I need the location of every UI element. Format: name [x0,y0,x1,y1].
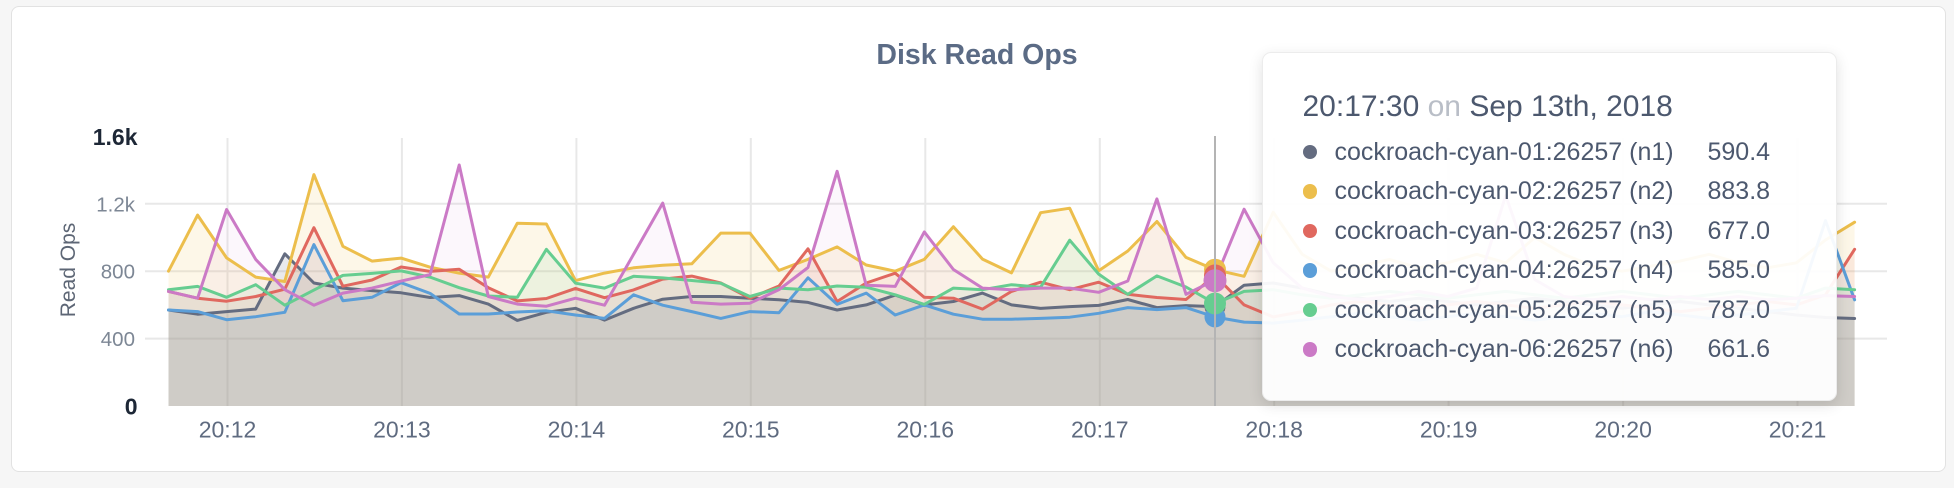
svg-text:0: 0 [125,393,138,419]
svg-text:400: 400 [101,328,135,351]
svg-text:20:13: 20:13 [373,417,431,443]
svg-text:800: 800 [101,261,135,284]
svg-text:20:17: 20:17 [1071,417,1129,443]
svg-text:20:19: 20:19 [1420,417,1478,443]
svg-text:1.6k: 1.6k [93,124,138,150]
svg-text:20:12: 20:12 [199,417,257,443]
svg-text:20:14: 20:14 [548,417,606,443]
svg-text:20:18: 20:18 [1245,417,1303,443]
svg-text:20:20: 20:20 [1594,417,1652,443]
svg-text:Read Ops: Read Ops [57,223,80,318]
svg-text:20:16: 20:16 [897,417,955,443]
svg-text:1.2k: 1.2k [96,193,135,216]
svg-text:20:15: 20:15 [722,417,780,443]
svg-text:20:21: 20:21 [1769,417,1827,443]
